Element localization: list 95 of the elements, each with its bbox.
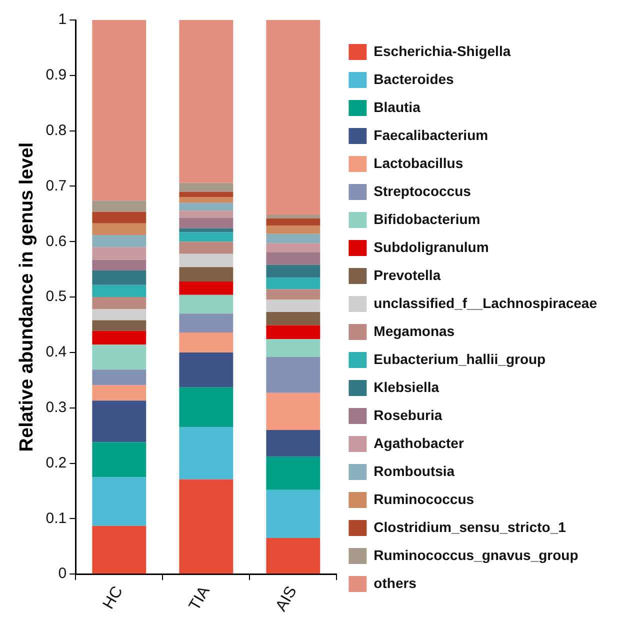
legend-label: Agathobacter (374, 434, 464, 451)
bar (92, 442, 146, 478)
bar (92, 370, 146, 386)
bar (179, 314, 234, 332)
legend-label: Escherichia-Shigella (374, 42, 511, 59)
bar (92, 223, 146, 235)
bar (179, 242, 234, 254)
bar (179, 232, 234, 242)
bar (266, 538, 320, 574)
bar (92, 247, 146, 260)
bar (92, 270, 146, 285)
legend-label: Bacteroides (374, 70, 454, 87)
y-tick-label: 0.7 (46, 177, 67, 194)
bar (92, 284, 146, 298)
bar (179, 282, 234, 295)
bar (92, 400, 146, 442)
bar (266, 289, 320, 300)
bar (92, 260, 146, 270)
y-axis-title: Relative abundance in genus level (16, 142, 38, 452)
x-tick-label: TIA (186, 583, 214, 614)
bar (179, 20, 234, 183)
bar (179, 254, 234, 268)
legend-label: Ruminococcus_gnavus_group (374, 546, 578, 563)
bar (179, 387, 234, 428)
legend-label: Lactobacillus (374, 154, 464, 171)
bar (266, 243, 320, 252)
bar (92, 234, 146, 248)
legend-label: Streptococcus (374, 182, 472, 199)
bar (179, 427, 234, 480)
bar (266, 20, 320, 216)
bar (266, 339, 320, 357)
bar (92, 320, 146, 331)
bar (266, 215, 320, 218)
bar (92, 385, 146, 401)
bar (179, 479, 234, 574)
bar (179, 294, 234, 314)
legend-label: others (374, 574, 417, 591)
bar (266, 234, 320, 244)
bar (266, 252, 320, 265)
bar (266, 300, 320, 312)
bar (179, 218, 234, 228)
bar (266, 392, 320, 430)
bar (92, 212, 146, 224)
y-tick-label: 0.6 (46, 232, 67, 250)
bar (92, 309, 146, 320)
legend-label: Ruminococcus (374, 490, 474, 507)
legend-label: Eubacterium_hallii_group (374, 350, 546, 367)
bar (266, 312, 320, 326)
bar (92, 344, 146, 370)
legend-label: Faecalibacterium (374, 126, 488, 143)
bar (92, 330, 146, 345)
bar (92, 477, 146, 526)
legend-label: Roseburia (374, 406, 442, 423)
bar (179, 228, 234, 232)
y-tick-label: 0.1 (46, 510, 67, 527)
bar (179, 192, 234, 198)
bar (179, 202, 234, 211)
y-tick-label: 0.9 (46, 66, 67, 84)
y-tick-label: 0.8 (46, 122, 67, 139)
bar (179, 332, 234, 352)
bar (266, 356, 320, 393)
y-tick-label: 0.2 (46, 454, 67, 472)
bar (266, 278, 320, 290)
legend-label: Blautia (374, 98, 421, 115)
y-tick-label: 1 (58, 11, 67, 28)
bar (92, 20, 146, 201)
bar (266, 264, 320, 278)
legend-label: Bifidobacterium (374, 210, 480, 227)
bar (92, 297, 146, 310)
bar (266, 226, 320, 234)
x-tick-label: HC (100, 584, 126, 612)
bar (266, 456, 320, 490)
bar (179, 210, 234, 218)
bar (266, 430, 320, 457)
legend-label: Subdoligranulum (374, 238, 489, 255)
bar (266, 325, 320, 340)
y-tick-label: 0.3 (46, 398, 67, 416)
legend-label: Prevotella (374, 266, 441, 283)
legend-label: Clostridium_sensu_stricto_1 (374, 518, 566, 535)
bar (266, 490, 320, 538)
bar (179, 182, 234, 192)
legend-label: unclassified_f__Lachnospiraceae (374, 294, 598, 311)
y-tick-label: 0 (58, 565, 67, 582)
bar (92, 200, 146, 212)
bar (92, 526, 146, 574)
bar (266, 218, 320, 226)
bar (179, 267, 234, 282)
bar (179, 197, 234, 203)
legend-label: Klebsiella (374, 378, 440, 395)
legend-label: Romboutsia (374, 462, 455, 479)
y-tick-label: 0.5 (46, 288, 67, 306)
legend-label: Megamonas (374, 322, 455, 339)
y-tick-label: 0.4 (46, 344, 67, 361)
bar (179, 352, 234, 388)
x-tick-label: AIS (272, 584, 300, 614)
